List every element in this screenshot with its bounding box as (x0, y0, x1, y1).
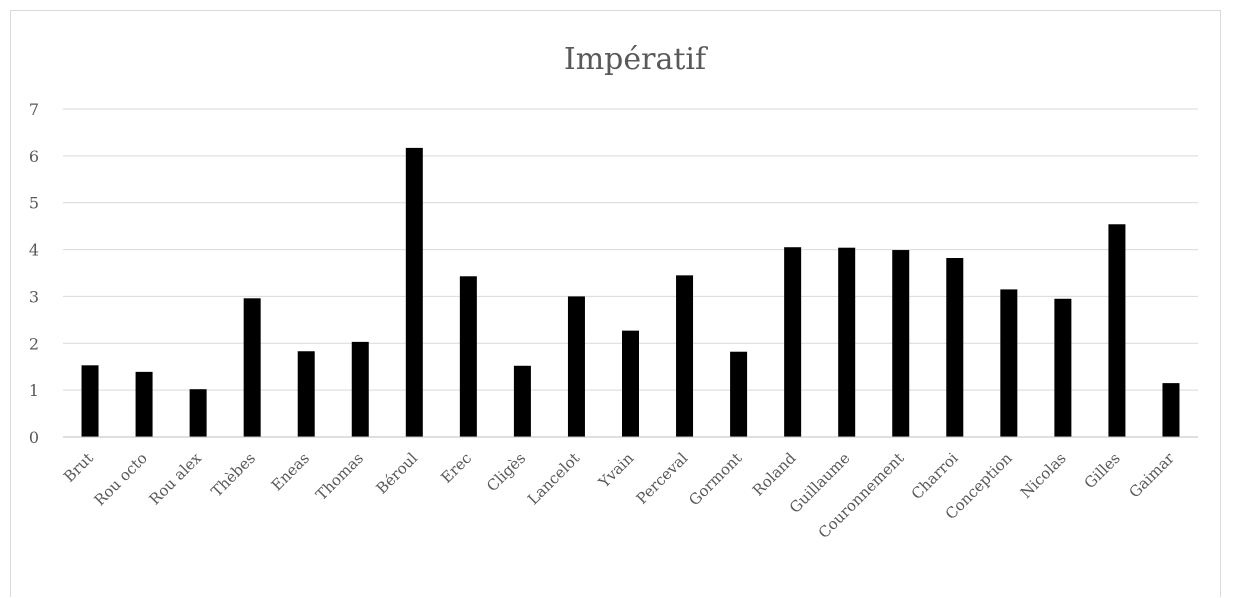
x-tick-label: Béroul (373, 449, 422, 498)
bar-gormont (730, 351, 748, 437)
x-tick-label: Gilles (1081, 449, 1124, 492)
x-tick-label: Lancelot (524, 449, 583, 508)
bar-yvain (622, 330, 639, 437)
bar-roland (784, 247, 802, 437)
x-tick-label: Brut (60, 449, 97, 486)
bar-brut (81, 365, 99, 437)
x-tick-label: Yvain (594, 449, 637, 492)
x-tick-label: Eneas (268, 449, 313, 494)
bar-béroul (405, 147, 423, 438)
bar-rou-alex (189, 389, 207, 437)
x-tick-label: Charroi (908, 449, 962, 503)
bar-erec (459, 276, 477, 437)
bar-guillaume (838, 247, 856, 437)
y-axis: 0 1 2 3 4 5 6 7 (29, 100, 39, 447)
x-tick-label: Nicolas (1017, 449, 1070, 502)
x-tick-label: Rou octo (91, 449, 151, 509)
y-tick-label: 0 (29, 428, 39, 447)
bar-gaimar (1162, 383, 1180, 437)
y-tick-label: 4 (29, 241, 39, 260)
bars (81, 147, 1180, 438)
bar-lancelot (567, 296, 585, 437)
bar-gilles (1108, 224, 1126, 437)
bar-thomas (351, 341, 369, 437)
chart-title: Impératif (564, 42, 708, 77)
y-tick-label: 6 (29, 147, 39, 166)
bar-nicolas (1054, 298, 1072, 437)
x-tick-label: Rou alex (146, 449, 206, 509)
bar-cligès (513, 365, 531, 437)
y-tick-label: 2 (29, 334, 39, 353)
y-tick-label: 3 (29, 287, 39, 306)
y-tick-label: 5 (29, 194, 39, 213)
bar-eneas (297, 351, 315, 437)
x-tick-label: Gaimar (1125, 449, 1178, 502)
x-tick-label: Cligès (483, 449, 529, 495)
x-tick-label: Roland (749, 449, 800, 500)
x-tick-label: Gormont (685, 449, 745, 509)
y-tick-label: 1 (29, 381, 39, 400)
bar-charroi (946, 258, 964, 437)
x-tick-label: Erec (437, 449, 475, 487)
bar-thèbes (243, 298, 261, 437)
x-tick-label: Thèbes (208, 449, 259, 500)
bar-conception (1000, 289, 1018, 437)
x-tick-label: Thomas (312, 449, 367, 504)
y-tick-label: 7 (29, 100, 39, 119)
x-tick-label: Perceval (633, 449, 692, 508)
bar-perceval (676, 275, 694, 437)
bar-couronnement (892, 250, 910, 437)
bar-rou-octo (135, 371, 153, 437)
